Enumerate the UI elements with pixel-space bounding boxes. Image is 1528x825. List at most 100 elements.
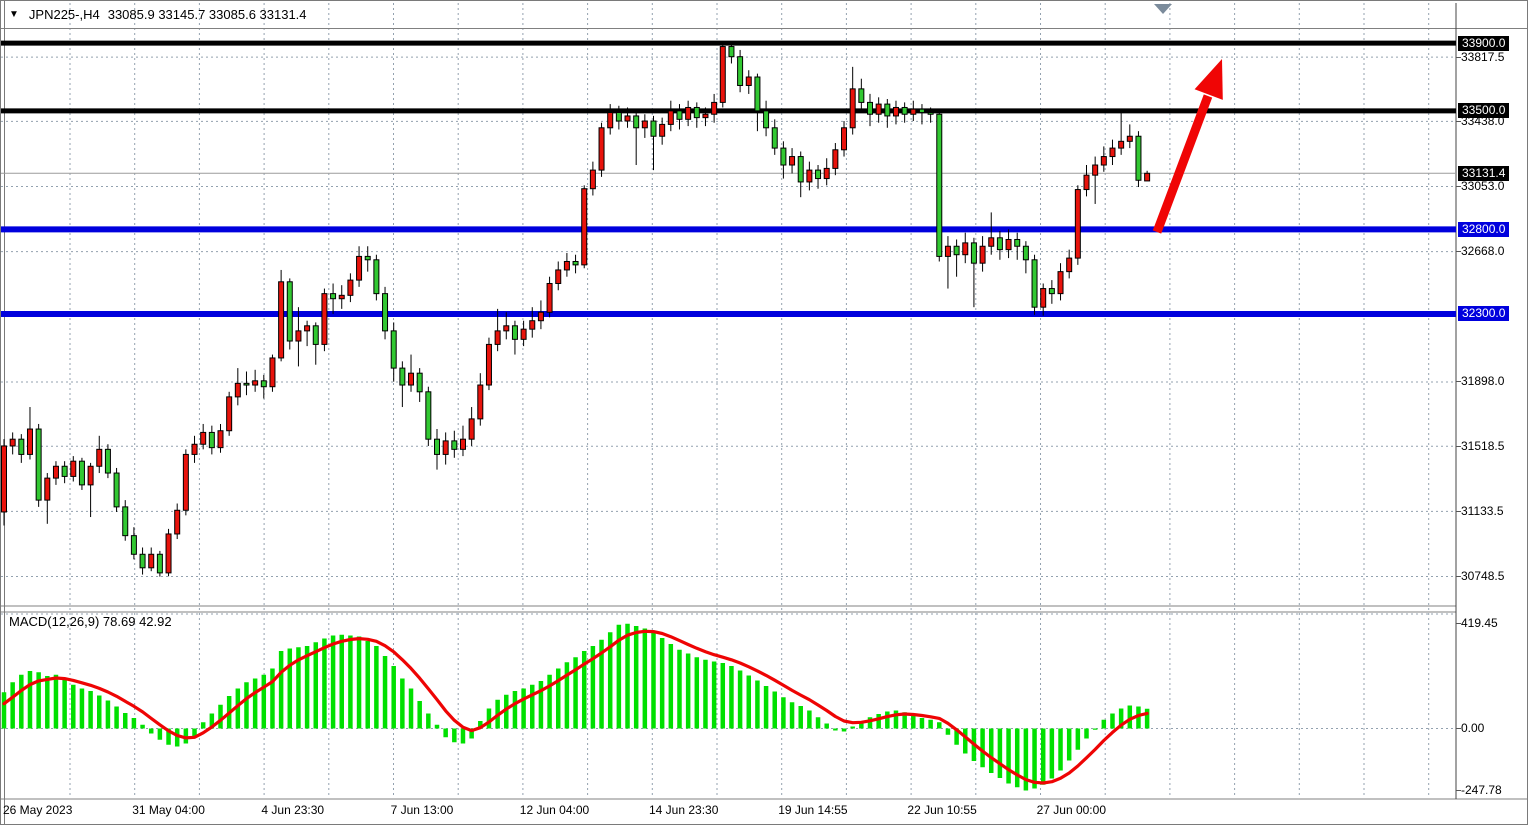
macd-bar [486,708,492,729]
macd-bar [547,674,552,729]
candlestick [529,320,536,330]
chart-header: ▼ JPN225-,H4 33085.9 33145.7 33085.6 331… [1,1,1464,28]
macd-bar [330,635,336,729]
macd-bar [963,728,968,754]
candlestick [858,88,865,103]
price-level-badge[interactable]: 33131.4 [1458,165,1510,181]
candlestick [563,260,570,271]
up-arrow-shaft[interactable] [1152,94,1213,234]
candlestick [918,108,925,114]
candlestick [503,325,510,332]
macd-signal-line [2,629,1149,785]
candlestick [910,108,917,115]
candlestick [330,293,337,300]
time-axis-label: 4 Jun 23:30 [261,803,325,817]
up-arrow-head[interactable] [1194,59,1223,100]
candlestick [1126,135,1133,142]
axis-tick [1456,623,1461,625]
candlestick [312,325,319,345]
candlestick [936,113,943,257]
macd-bar [1058,728,1063,771]
candlestick [1144,172,1151,182]
candlestick [953,245,960,256]
candlestick [745,76,752,86]
macd-bar [919,718,925,729]
time-axis-label: 26 May 2023 [3,803,73,817]
macd-bar [633,626,639,729]
candlestick [494,330,501,345]
candlestick [252,380,259,386]
macd-bar [755,680,760,729]
candlestick [1100,156,1107,166]
candlestick [1066,257,1073,273]
macd-bar [97,695,102,729]
candlestick [867,101,873,115]
macd-bar [36,672,41,729]
macd-bar [174,728,180,747]
candlestick [719,46,726,103]
macd-bar [1066,728,1072,761]
macd-bar [616,624,622,729]
candlestick [269,357,276,388]
chart-title-ohlc: 33085.9 33145.7 33085.6 33131.4 [107,7,307,22]
axis-tick [1456,789,1461,791]
candlestick [174,509,181,535]
macd-bar [53,674,59,729]
axis-tick [1456,251,1461,253]
candlestick [1092,164,1099,176]
macd-bar [348,635,353,729]
macd-bar [218,704,223,729]
macd-bar [988,728,994,773]
macd-bar [1136,706,1141,729]
macd-bar [1023,728,1029,791]
price-axis-label: 33817.5 [1461,49,1505,64]
candlestick [1118,140,1125,149]
price-level-badge[interactable]: 32300.0 [1458,306,1510,322]
candlestick [347,279,354,296]
macd-bar [928,719,933,729]
price-level-badge[interactable]: 33500.0 [1458,103,1510,119]
candlestick [148,553,155,569]
price-level-badge[interactable]: 33900.0 [1458,35,1510,51]
candlestick [1040,288,1047,308]
macd-bar [287,648,293,729]
price-axis-label: 31898.0 [1461,374,1505,389]
macd-bar [590,646,596,729]
candlestick [962,242,969,256]
candlestick [217,430,224,449]
macd-bar [131,718,137,729]
price-level-badge[interactable]: 32800.0 [1458,221,1510,237]
macd-bar [521,688,526,729]
candlestick [459,438,466,450]
candlestick [693,106,700,119]
time-axis-label: 31 May 04:00 [132,803,205,817]
chart-shift-marker-icon[interactable] [1154,4,1172,14]
candlestick [832,149,839,169]
macd-bar [607,632,613,729]
macd-bar [564,662,570,729]
macd-bar [322,638,327,729]
candlestick [1014,238,1021,247]
macd-bar [200,722,206,729]
macd-bar [45,676,50,729]
macd-bar [625,623,630,729]
macd-bar [10,682,15,729]
axis-tick [1456,381,1461,383]
macd-bar [252,678,258,729]
macd-bar [1127,705,1133,729]
candlestick [338,294,345,300]
macd-bar [27,671,33,729]
candlestick [96,448,103,467]
macd-axis-label: 419.45 [1461,616,1498,631]
candlestick [1,445,7,513]
macd-bar [460,728,466,744]
candlestick [944,245,951,257]
candlestick [996,237,1003,251]
candlestick [598,127,605,171]
symbol-dropdown-icon[interactable]: ▼ [9,9,19,20]
candlestick [70,460,77,477]
macd-bar [209,713,215,729]
candlestick [9,438,16,447]
